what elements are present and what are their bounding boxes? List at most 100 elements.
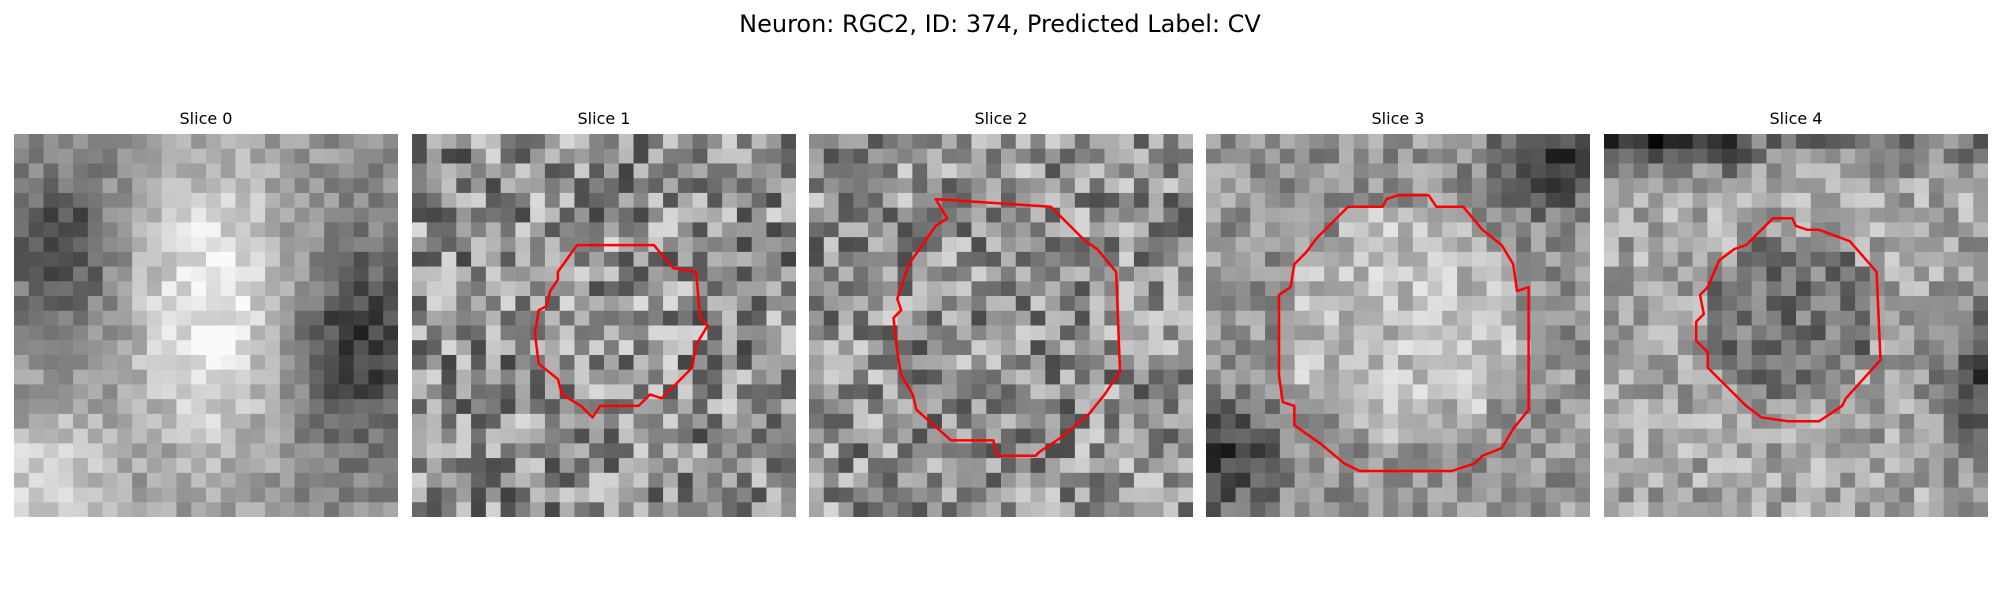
pixel-cell xyxy=(1633,399,1649,415)
pixel-cell xyxy=(1001,399,1017,415)
pixel-cell xyxy=(956,266,973,282)
pixel-cell xyxy=(1178,207,1193,223)
pixel-cell xyxy=(1560,281,1576,297)
pixel-cell xyxy=(1279,178,1296,194)
pixel-cell xyxy=(1560,207,1576,223)
pixel-cell xyxy=(102,399,118,415)
pixel-cell xyxy=(1235,237,1251,253)
pixel-cell xyxy=(471,325,487,341)
pixel-cell xyxy=(1074,399,1091,415)
pixel-cell xyxy=(1781,325,1797,341)
pixel-cell xyxy=(1324,310,1340,327)
pixel-cell xyxy=(751,281,768,297)
pixel-cell xyxy=(235,251,251,268)
pixel-cell xyxy=(1074,310,1091,327)
pixel-cell xyxy=(736,413,753,430)
pixel-cell xyxy=(146,354,163,371)
pixel-cell xyxy=(1309,369,1325,386)
pixel-cell xyxy=(1722,443,1738,459)
pixel-cell xyxy=(781,148,796,165)
pixel-cell xyxy=(1604,237,1620,253)
pixel-cell xyxy=(102,458,118,474)
pixel-cell xyxy=(868,340,884,356)
pixel-cell xyxy=(736,502,753,517)
pixel-cell xyxy=(544,458,561,474)
pixel-cell xyxy=(383,237,398,253)
pixel-cell xyxy=(1899,384,1915,400)
pixel-cell xyxy=(766,207,782,223)
pixel-cell xyxy=(456,222,472,238)
pixel-cell xyxy=(279,487,296,503)
pixel-cell xyxy=(294,207,310,223)
pixel-cell xyxy=(1060,502,1076,517)
pixel-cell xyxy=(1427,251,1443,268)
pixel-cell xyxy=(1707,281,1723,297)
pixel-cell xyxy=(1368,207,1384,223)
pixel-cell xyxy=(1633,413,1649,430)
pixel-cell xyxy=(220,487,237,503)
pixel-cell xyxy=(1220,266,1237,282)
pixel-cell xyxy=(191,163,207,179)
pixel-cell xyxy=(1914,487,1930,503)
pixel-cell xyxy=(102,192,118,209)
pixel-cell xyxy=(1220,369,1237,386)
pixel-cell xyxy=(176,251,192,268)
pixel-cell xyxy=(146,237,163,253)
pixel-cell xyxy=(1575,134,1590,150)
pixel-cell xyxy=(309,399,325,415)
pixel-cell xyxy=(1001,296,1017,312)
pixel-cell xyxy=(1338,222,1355,238)
pixel-cell xyxy=(1309,472,1325,489)
pixel-cell xyxy=(707,222,723,238)
pixel-cell xyxy=(1648,354,1664,371)
pixel-cell xyxy=(1516,207,1532,223)
pixel-cell xyxy=(766,369,782,386)
pixel-cell xyxy=(1457,266,1473,282)
pixel-cell xyxy=(132,207,148,223)
pixel-cell xyxy=(956,369,973,386)
pixel-cell xyxy=(1235,443,1251,459)
pixel-cell xyxy=(1235,163,1251,179)
pixel-cell xyxy=(1707,192,1723,209)
pixel-cell xyxy=(1457,384,1473,400)
pixel-cell xyxy=(1736,178,1753,194)
pixel-cell xyxy=(1457,310,1473,327)
pixel-cell xyxy=(956,251,973,268)
pixel-cell xyxy=(897,443,913,459)
pixel-cell xyxy=(1722,399,1738,415)
pixel-cell xyxy=(456,192,472,209)
pixel-cell xyxy=(633,472,649,489)
pixel-cell xyxy=(1206,502,1222,517)
pixel-cell xyxy=(853,399,869,415)
pixel-cell xyxy=(412,148,428,165)
pixel-cell xyxy=(1781,487,1797,503)
pixel-cell xyxy=(574,207,590,223)
pixel-cell xyxy=(161,281,178,297)
pixel-cell xyxy=(220,310,237,327)
pixel-cell xyxy=(1442,134,1458,150)
pixel-cell xyxy=(515,237,531,253)
pixel-cell xyxy=(574,472,590,489)
pixel-cell xyxy=(368,310,384,327)
pixel-cell xyxy=(1471,207,1488,223)
pixel-cell xyxy=(338,251,355,268)
pixel-cell xyxy=(500,443,516,459)
pixel-cell xyxy=(633,502,649,517)
pixel-cell xyxy=(707,413,723,430)
pixel-cell xyxy=(1178,384,1193,400)
pixel-cell xyxy=(1001,178,1017,194)
pixel-cell xyxy=(250,354,266,371)
pixel-cell xyxy=(1486,148,1502,165)
pixel-cell xyxy=(1530,502,1547,517)
pixel-cell xyxy=(1294,340,1310,356)
pixel-cell xyxy=(1677,148,1694,165)
pixel-cell xyxy=(648,134,664,150)
pixel-cell xyxy=(1324,502,1340,517)
pixel-cell xyxy=(176,384,192,400)
pixel-cell xyxy=(176,163,192,179)
pixel-cell xyxy=(1855,222,1871,238)
pixel-cell xyxy=(781,458,796,474)
pixel-cell xyxy=(766,399,782,415)
pixel-cell xyxy=(912,325,928,341)
pixel-cell xyxy=(1383,487,1399,503)
